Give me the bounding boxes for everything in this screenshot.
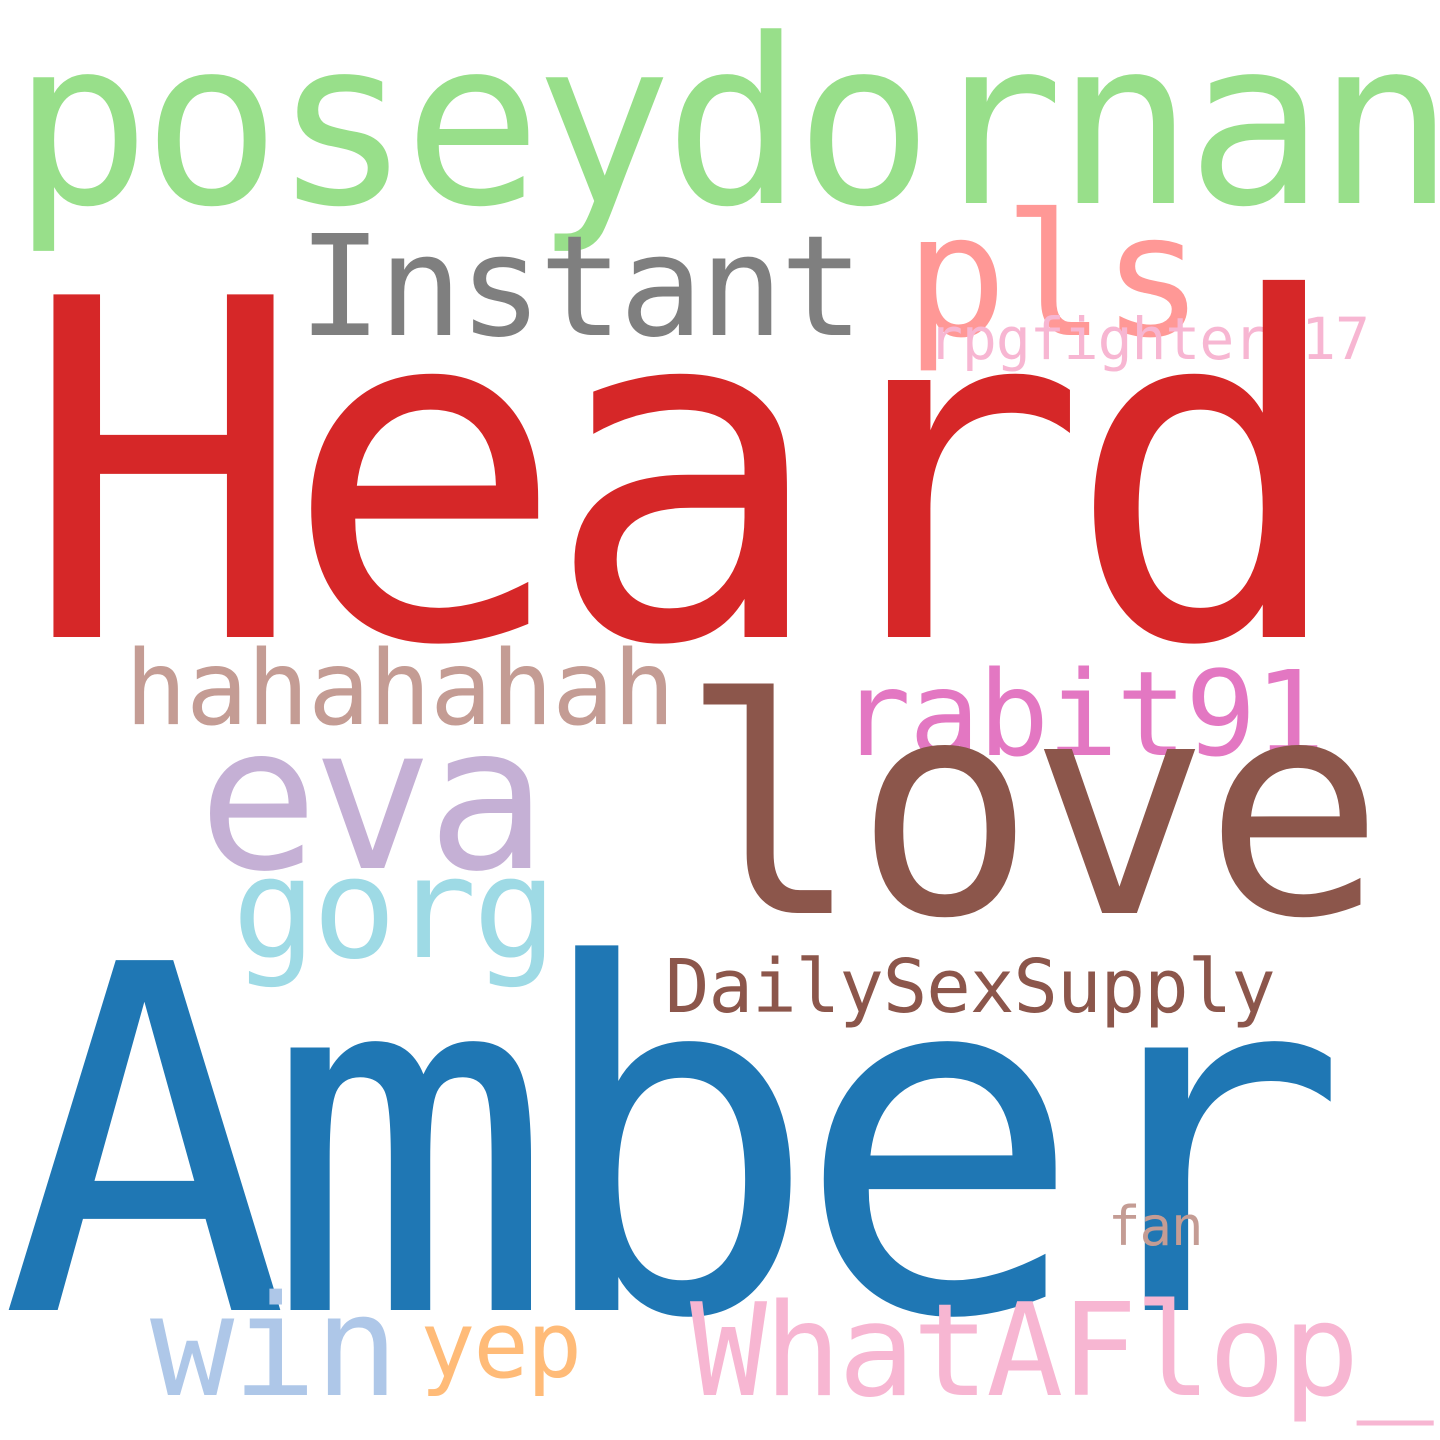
word-hahahahah: hahahahah [125,629,675,749]
word-dailysexsupply: DailySexSupply [665,944,1276,1030]
word-win: win [150,1266,399,1429]
word-yep: yep [420,1292,582,1399]
word-pls: pls [905,178,1204,376]
word-rabit91: rabit91 [840,645,1325,783]
word-rpgfighter-17: rpgfighter_17 [928,305,1370,373]
word-fan: fan [1108,1195,1204,1258]
word-poseydornan: poseydornan [12,0,1440,258]
word-whataflop: WhatAFlop_ [690,1277,1434,1426]
word-gorg: gorg [232,828,557,991]
word-eva: eva [198,683,547,916]
word-amber: Amber [0,865,1349,1424]
word-instant: Instant [298,206,864,369]
word-love: love [680,635,1384,984]
word-heard: Heard [22,201,1349,748]
